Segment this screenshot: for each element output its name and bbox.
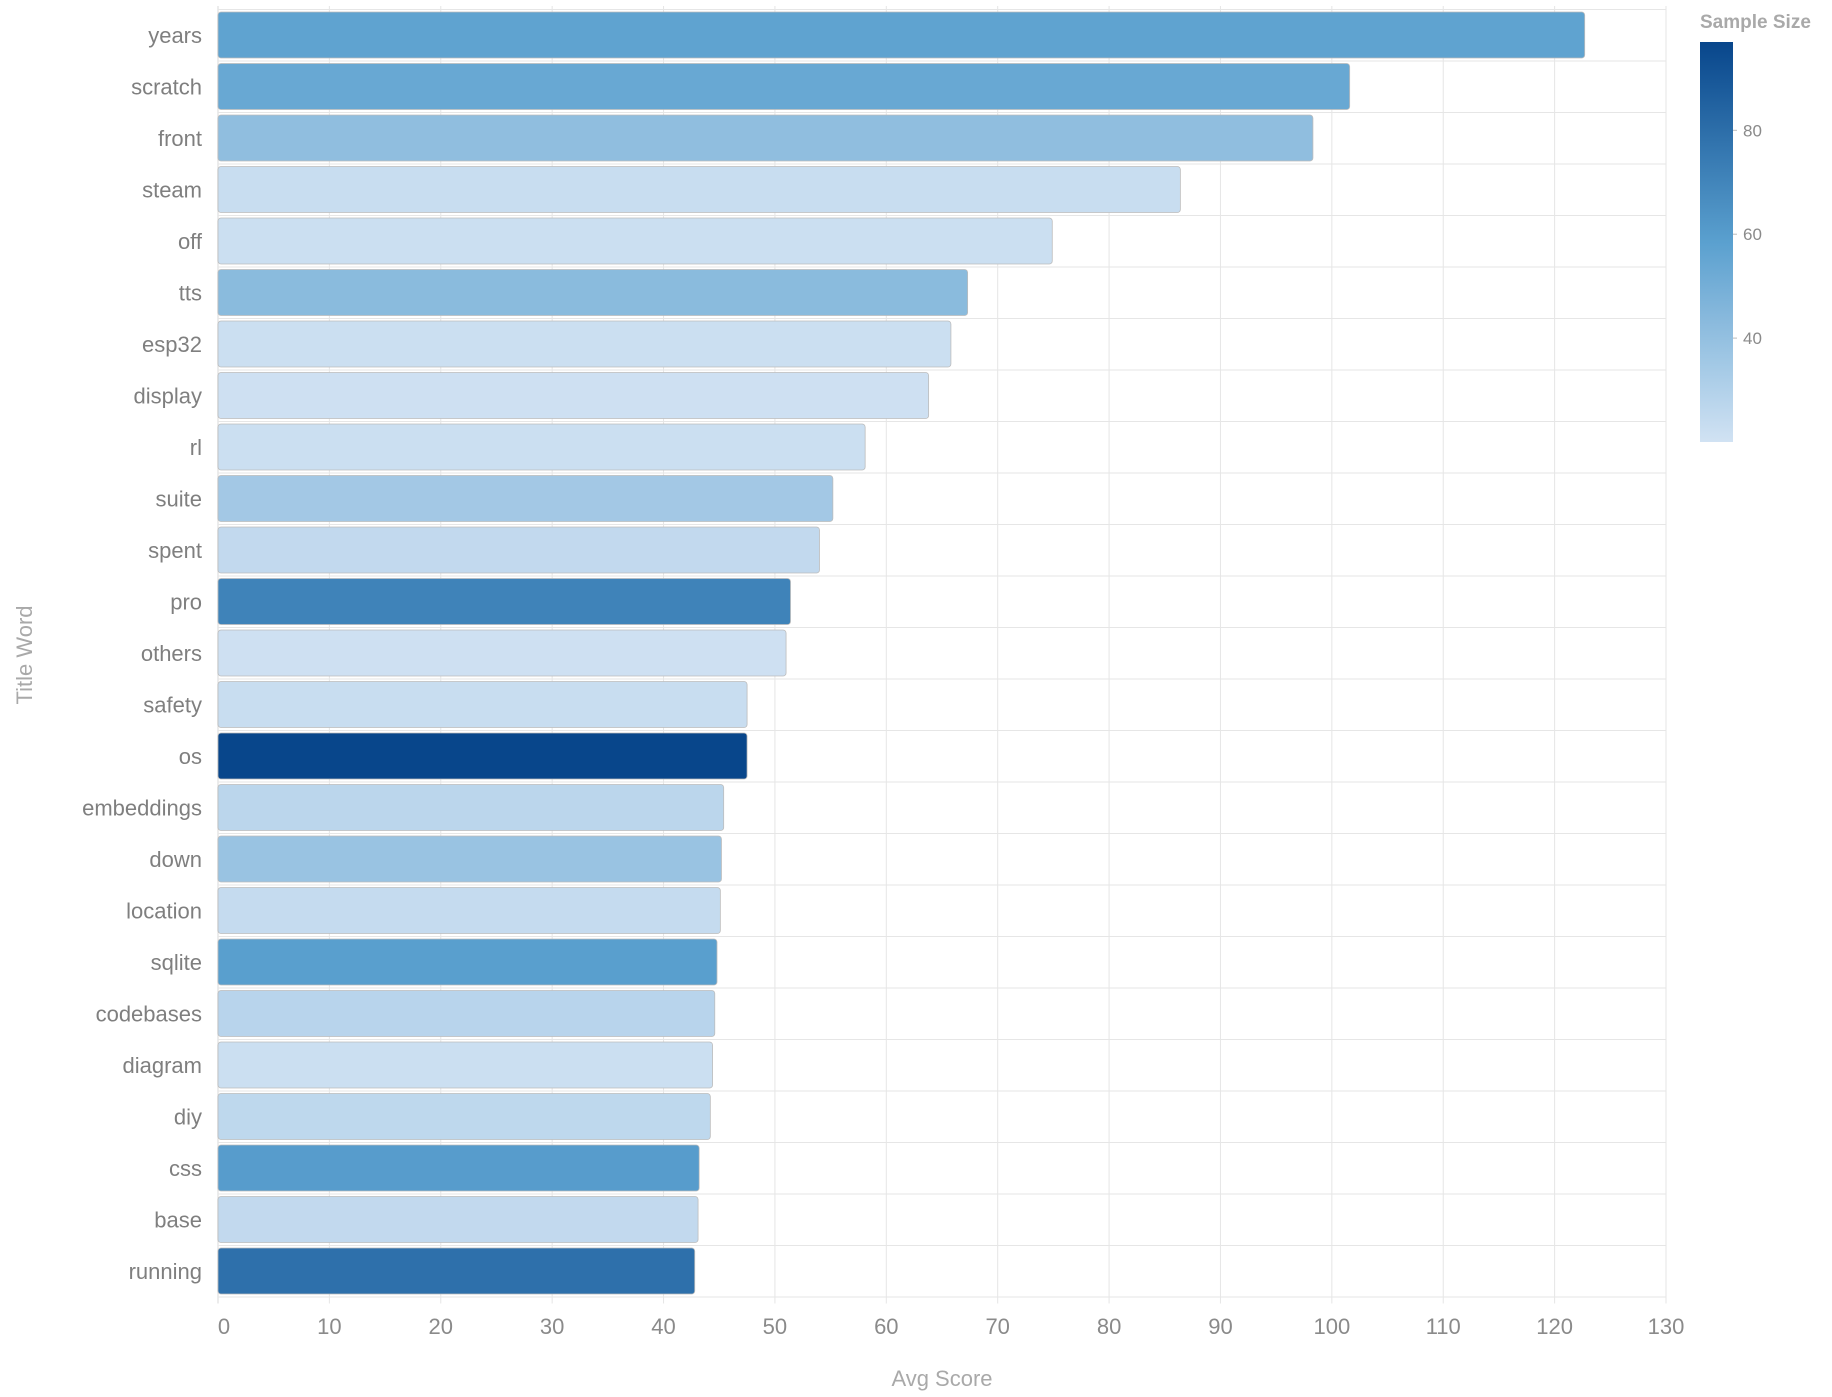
category-label: spent <box>148 538 202 563</box>
x-tick-label: 90 <box>1208 1314 1232 1339</box>
legend-title: Sample Size <box>1700 12 1811 33</box>
category-label: embeddings <box>82 796 202 821</box>
x-tick-label: 110 <box>1426 1314 1461 1339</box>
category-label: diagram <box>123 1053 202 1078</box>
bar-off <box>217 217 1053 265</box>
x-tick-label: 50 <box>763 1314 787 1339</box>
bar-tts <box>217 269 969 316</box>
bar-steam <box>217 166 1181 213</box>
x-tick-labels: 0 10 20 30 40 50 60 70 80 90 100 110 120 130 <box>218 1314 1684 1339</box>
x-tick-label: 30 <box>540 1314 564 1339</box>
color-legend: Sample Size 40 60 80 <box>1700 12 1811 442</box>
category-label: esp32 <box>142 332 202 357</box>
y-axis-title: Title Word <box>12 605 37 704</box>
bar-rl <box>217 423 866 471</box>
bar-suite <box>217 475 834 522</box>
colorbar-tick-label: 60 <box>1743 225 1762 244</box>
bars <box>217 11 1586 1295</box>
colorbar <box>1700 42 1733 442</box>
x-tick-label: 40 <box>651 1314 675 1339</box>
bar-esp32 <box>217 320 952 368</box>
category-label: steam <box>142 178 202 203</box>
colorbar-ticks: 40 60 80 <box>1733 121 1762 348</box>
bar-scratch <box>217 63 1351 110</box>
bar-front <box>217 114 1314 162</box>
category-label: location <box>126 899 202 924</box>
x-axis-title: Avg Score <box>891 1366 992 1391</box>
category-label: rl <box>190 435 202 460</box>
bar-pro <box>217 578 791 625</box>
x-tick-label: 120 <box>1536 1314 1573 1339</box>
bar-safety <box>217 681 748 728</box>
category-label: scratch <box>131 75 202 100</box>
category-labels: years scratch front steam off tts esp32 display… <box>82 23 203 1284</box>
colorbar-tick-label: 80 <box>1743 121 1762 140</box>
x-tick-label: 70 <box>985 1314 1009 1339</box>
category-label: sqlite <box>151 950 202 975</box>
category-label: down <box>149 847 202 872</box>
bar-spent <box>217 526 820 574</box>
category-label: safety <box>143 693 202 718</box>
bar-location <box>217 887 721 934</box>
category-label: base <box>154 1208 202 1233</box>
bar-others <box>217 629 787 677</box>
category-label: tts <box>179 281 202 306</box>
bar-diy <box>217 1093 711 1140</box>
category-label: diy <box>174 1105 202 1130</box>
x-tick-label: 80 <box>1097 1314 1121 1339</box>
bar-running <box>217 1247 696 1295</box>
colorbar-tick-label: 40 <box>1743 329 1762 348</box>
category-label: display <box>134 384 202 409</box>
x-tick-label: 10 <box>317 1314 341 1339</box>
x-tick-label: 0 <box>218 1314 230 1339</box>
bar-codebases <box>217 990 716 1037</box>
category-label: css <box>169 1156 202 1181</box>
bar-os <box>217 732 748 780</box>
x-tick-label: 100 <box>1313 1314 1350 1339</box>
bar-diagram <box>217 1041 713 1089</box>
category-label: pro <box>170 590 202 615</box>
bar-embeddings <box>217 784 725 831</box>
bar-down <box>217 835 722 883</box>
category-label: os <box>179 744 202 769</box>
bar-years <box>217 11 1586 59</box>
category-label: front <box>158 126 202 151</box>
x-tick-label: 130 <box>1648 1314 1685 1339</box>
x-tick-label: 20 <box>429 1314 453 1339</box>
category-label: codebases <box>96 1002 202 1027</box>
x-tick-label: 60 <box>874 1314 898 1339</box>
bar-display <box>217 372 930 419</box>
category-label: others <box>141 641 202 666</box>
bar-sqlite <box>217 938 718 986</box>
bar-base <box>217 1196 699 1243</box>
bar-css <box>217 1144 700 1192</box>
category-label: suite <box>156 487 202 512</box>
category-label: years <box>148 23 202 48</box>
category-label: running <box>129 1259 202 1284</box>
category-label: off <box>178 229 203 254</box>
